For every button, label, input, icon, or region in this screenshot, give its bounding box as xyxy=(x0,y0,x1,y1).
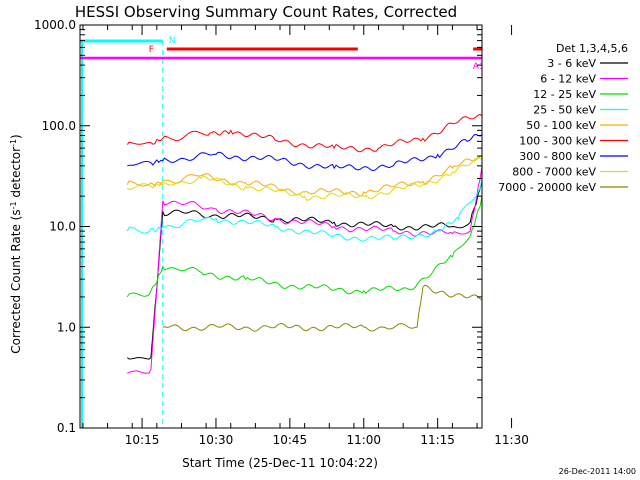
y-tick-label: 1000.0 xyxy=(34,18,76,32)
date-stamp: 26-Dec-2011 14:00 xyxy=(559,467,636,476)
series-line xyxy=(126,179,482,360)
series-line xyxy=(126,177,482,242)
series-line xyxy=(126,155,482,197)
annotation-label-a0: A0 xyxy=(497,54,509,64)
series-line xyxy=(126,157,482,201)
series-line xyxy=(127,160,482,374)
legend-label: 6 - 12 keV xyxy=(540,73,596,86)
x-tick-label: 11:15 xyxy=(420,433,455,447)
series-line xyxy=(126,113,482,153)
legend-label: 12 - 25 keV xyxy=(533,88,596,101)
x-tick-label: 10:30 xyxy=(199,433,234,447)
legend-label: 25 - 50 keV xyxy=(533,104,596,117)
plot-area: N F A0 A1 0.1 1.0 10.0 100.0 1000.0 10:15 10:30 10:… xyxy=(34,18,529,447)
y-tick-label: 100.0 xyxy=(42,119,76,133)
legend: Det 1,3,4,5,6 3 - 6 keV 6 - 12 keV 12 - 25… xyxy=(498,42,628,194)
legend-label: 50 - 100 keV xyxy=(526,119,596,132)
annotation-label-f: F xyxy=(149,45,154,55)
y-tick-label: 0.1 xyxy=(57,421,76,435)
y-tick-label: 10.0 xyxy=(49,220,76,234)
annotation-label-a1: A1 xyxy=(473,62,485,72)
x-tick-label: 11:30 xyxy=(494,433,529,447)
x-tick-label: 10:15 xyxy=(125,433,160,447)
chart-title: HESSI Observing Summary Count Rates, Cor… xyxy=(75,3,457,21)
series-line xyxy=(126,193,482,298)
x-tick-label: 10:45 xyxy=(273,433,308,447)
series-group xyxy=(126,113,482,374)
legend-label: 800 - 7000 keV xyxy=(512,166,596,179)
legend-label: 300 - 800 keV xyxy=(519,150,596,163)
annotation-group: N F A0 A1 xyxy=(80,36,509,428)
x-tick-label: 11:00 xyxy=(346,433,381,447)
series-line xyxy=(162,284,482,332)
y-axis-label: Corrected Count Rate (s-1 detector-1) xyxy=(9,134,24,353)
legend-title: Det 1,3,4,5,6 xyxy=(556,42,628,55)
series-line xyxy=(127,133,482,172)
legend-label: 3 - 6 keV xyxy=(547,57,596,70)
legend-label: 100 - 300 keV xyxy=(519,135,596,148)
y-tick-label: 1.0 xyxy=(57,320,76,334)
x-axis-label: Start Time (25-Dec-11 10:04:22) xyxy=(182,456,378,470)
legend-label: 7000 - 20000 keV xyxy=(498,181,596,194)
annotation-label-n: N xyxy=(169,36,176,46)
